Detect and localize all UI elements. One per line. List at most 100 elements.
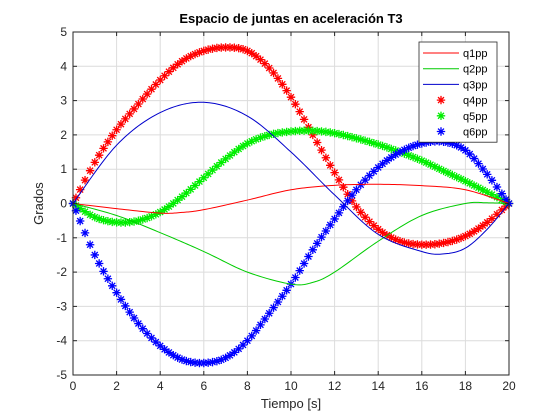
series-marker-q4pp — [474, 224, 483, 233]
series-marker-q5pp — [492, 193, 502, 202]
series-marker-q6pp — [273, 297, 283, 307]
series-marker-q4pp — [156, 75, 165, 85]
series-marker-q4pp — [282, 86, 291, 95]
series-marker-q4pp — [321, 153, 331, 162]
series-marker-q4pp — [395, 237, 405, 246]
series-marker-q4pp — [299, 115, 309, 124]
series-marker-q4pp — [190, 49, 200, 59]
series-marker-q4pp — [142, 89, 152, 99]
series-line-q3pp — [72, 101, 510, 255]
series-marker-q5pp — [413, 154, 422, 163]
series-marker-q6pp — [395, 147, 405, 157]
series-marker-q6pp — [199, 358, 208, 368]
series-marker-q6pp — [469, 154, 479, 163]
series-marker-q4pp — [430, 240, 440, 249]
series-marker-q4pp — [326, 161, 335, 170]
legend-entry-q6pp: q6pp — [436, 127, 487, 139]
series-marker-q4pp — [177, 56, 187, 66]
series-marker-q5pp — [465, 179, 474, 188]
series-marker-q6pp — [190, 358, 200, 367]
series-marker-q5pp — [356, 135, 365, 144]
series-marker-q6pp — [80, 228, 90, 238]
series-marker-q4pp — [413, 240, 422, 249]
series-marker-q4pp — [483, 218, 492, 227]
series-marker-q5pp — [260, 131, 270, 141]
series-marker-q4pp — [71, 193, 81, 202]
series-marker-q4pp — [374, 225, 383, 234]
chart-title: Espacio de juntas en aceleración T3 — [179, 11, 402, 26]
x-tick-label: 10 — [284, 379, 298, 393]
series-marker-q6pp — [321, 226, 331, 236]
series-marker-q5pp — [112, 218, 121, 227]
series-marker-q4pp — [347, 196, 357, 206]
series-marker-q6pp — [265, 309, 274, 318]
series-marker-q6pp — [465, 149, 474, 159]
series-marker-q4pp — [417, 240, 426, 249]
series-marker-q6pp — [142, 329, 152, 338]
series-marker-q6pp — [129, 313, 139, 323]
series-marker-q6pp — [456, 143, 466, 152]
series-marker-q5pp — [308, 126, 317, 135]
series-marker-q4pp — [400, 238, 409, 247]
legend-entry-q1pp: q1pp — [423, 48, 487, 60]
series-marker-q6pp — [94, 259, 104, 268]
series-q3pp — [72, 101, 510, 255]
series-marker-q5pp — [71, 201, 81, 210]
y-tick-label: 3 — [60, 94, 67, 108]
series-marker-q4pp — [492, 210, 502, 219]
series-marker-q5pp — [142, 213, 152, 223]
x-axis-title: Tiempo [s] — [261, 396, 321, 411]
series-marker-q4pp — [182, 54, 191, 63]
series-marker-q4pp — [151, 80, 161, 89]
series-marker-q6pp — [360, 175, 370, 185]
series-marker-q4pp — [112, 125, 121, 134]
series-marker-q5pp — [365, 137, 374, 147]
series-marker-q4pp — [256, 55, 265, 64]
series-marker-q4pp — [278, 80, 287, 89]
series-marker-q6pp — [195, 358, 204, 368]
series-marker-q5pp — [234, 144, 243, 154]
series-marker-q4pp — [138, 94, 147, 104]
series-marker-q6pp — [247, 331, 256, 341]
x-tick-label: 18 — [459, 379, 473, 393]
series-marker-q4pp — [94, 150, 104, 160]
series-marker-q6pp — [387, 153, 396, 162]
series-marker-q4pp — [203, 45, 213, 54]
legend-entry-q5pp: q5pp — [436, 111, 487, 123]
series-marker-q4pp — [129, 104, 139, 114]
series-marker-q5pp — [164, 202, 174, 211]
series-marker-q5pp — [469, 181, 479, 190]
series-marker-q6pp — [487, 176, 497, 185]
series-marker-q6pp — [483, 170, 492, 179]
series-marker-q5pp — [282, 127, 291, 137]
series-marker-q5pp — [378, 141, 387, 151]
legend-swatch — [436, 95, 446, 105]
legend-label: q5pp — [463, 111, 487, 123]
series-marker-q6pp — [448, 139, 457, 148]
series-marker-q5pp — [225, 151, 235, 160]
y-tick-label: 4 — [60, 59, 67, 73]
series-marker-q6pp — [382, 156, 392, 165]
series-marker-q6pp — [186, 357, 195, 367]
y-tick-label: -4 — [56, 334, 67, 348]
series-marker-q6pp — [212, 356, 222, 366]
legend-entry-q4pp: q4pp — [436, 95, 487, 107]
series-marker-q6pp — [347, 190, 357, 200]
series-marker-q5pp — [291, 126, 300, 136]
series-marker-q4pp — [134, 99, 143, 109]
series-marker-q4pp — [339, 182, 348, 192]
series-marker-q6pp — [75, 216, 85, 226]
series-marker-q5pp — [265, 130, 274, 140]
series-marker-q4pp — [343, 190, 352, 199]
series-marker-q6pp — [108, 281, 117, 290]
series-marker-q5pp — [299, 126, 309, 135]
x-tick-label: 8 — [244, 379, 251, 393]
legend-label: q1pp — [463, 48, 487, 60]
series-marker-q6pp — [99, 267, 108, 276]
series-marker-q6pp — [291, 273, 300, 282]
series-marker-q4pp — [169, 63, 178, 73]
legend-label: q2pp — [463, 64, 487, 76]
series-marker-q5pp — [382, 143, 392, 152]
series-marker-q5pp — [160, 205, 169, 214]
